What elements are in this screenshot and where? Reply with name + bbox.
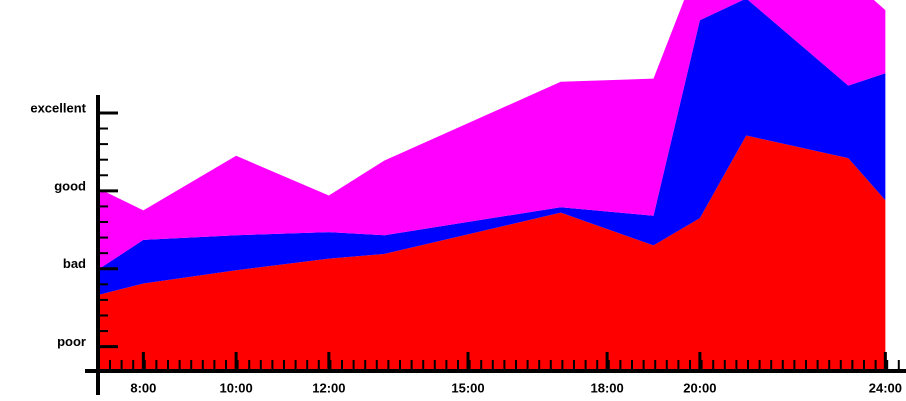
x-tick-label: 12:00 — [312, 380, 345, 395]
area — [97, 135, 886, 370]
y-tick-label: poor — [57, 334, 86, 349]
x-tick-label: 20:00 — [683, 380, 716, 395]
area — [97, 0, 886, 296]
y-tick-label: bad — [63, 256, 86, 271]
x-tick-label: 10:00 — [219, 380, 252, 395]
x-tick-label: 8:00 — [130, 380, 156, 395]
y-tick-label: good — [54, 178, 86, 193]
x-tick-label: 24:00 — [869, 380, 902, 395]
y-tick-label: excellent — [30, 100, 86, 115]
area — [97, 0, 886, 271]
x-tick-label: 15:00 — [451, 380, 484, 395]
x-tick-label: 18:00 — [590, 380, 623, 395]
